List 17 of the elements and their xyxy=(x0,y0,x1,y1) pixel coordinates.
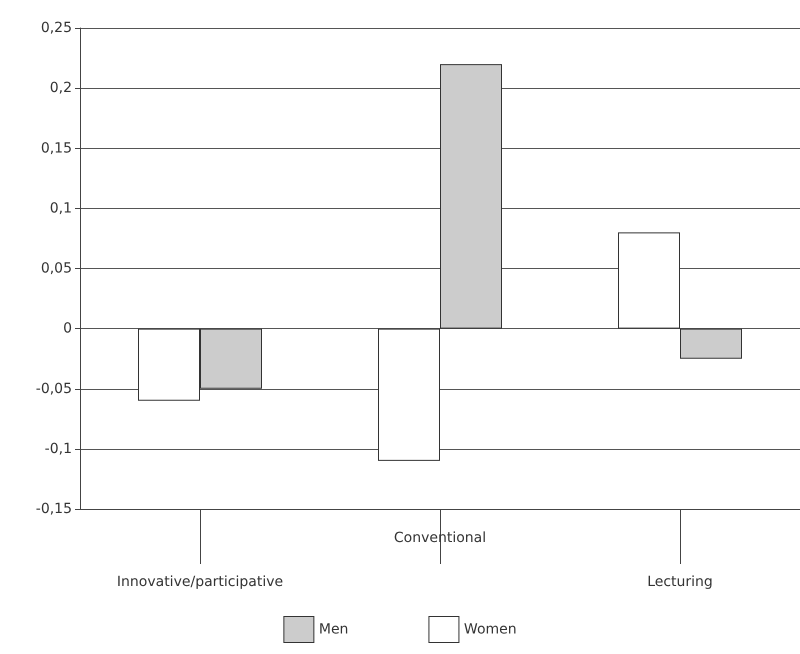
legend-label: Women xyxy=(464,622,517,638)
y-tick-label: 0 xyxy=(63,320,72,337)
y-tick-label: 0,2 xyxy=(50,80,72,96)
y-tick-label: -0,1 xyxy=(44,440,72,457)
x-tick-label: Innovative/participative xyxy=(116,574,284,590)
y-tick-label: -0,05 xyxy=(36,380,72,397)
bar xyxy=(440,64,502,329)
y-tick-label: 0,05 xyxy=(40,260,72,276)
y-tick-label: 0,15 xyxy=(40,140,72,156)
y-tick-label: 0,25 xyxy=(40,20,72,36)
legend-label: Men xyxy=(318,622,348,638)
bar xyxy=(618,232,680,329)
y-tick-label: 0,1 xyxy=(50,200,72,216)
bar xyxy=(378,328,440,461)
bar xyxy=(680,328,742,359)
x-tick-label: Lecturing xyxy=(647,574,713,590)
y-tick-label: -0,15 xyxy=(36,501,72,517)
